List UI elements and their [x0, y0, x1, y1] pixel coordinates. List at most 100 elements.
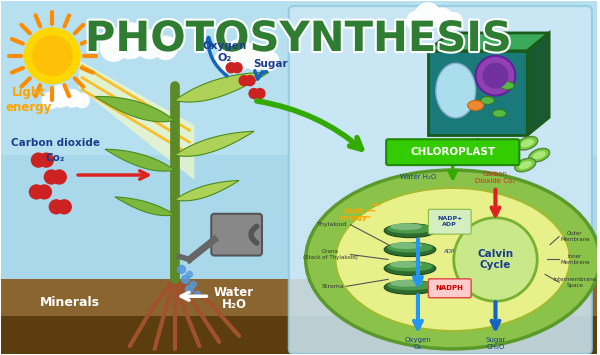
Circle shape: [181, 275, 190, 283]
Circle shape: [259, 51, 278, 70]
Ellipse shape: [390, 242, 422, 249]
Circle shape: [64, 89, 81, 107]
Text: CHLOROPLAST: CHLOROPLAST: [410, 147, 496, 157]
Ellipse shape: [305, 170, 600, 349]
Ellipse shape: [384, 242, 436, 257]
FancyBboxPatch shape: [211, 214, 262, 256]
Text: ADP: ADP: [444, 249, 455, 254]
Circle shape: [407, 11, 426, 31]
Polygon shape: [78, 61, 194, 180]
Circle shape: [75, 93, 89, 108]
FancyBboxPatch shape: [1, 279, 597, 354]
Circle shape: [215, 50, 237, 72]
FancyBboxPatch shape: [289, 6, 592, 354]
Ellipse shape: [335, 188, 570, 331]
Text: Water: Water: [214, 286, 254, 299]
Text: Grana
(Stack of Thylakoid): Grana (Stack of Thylakoid): [303, 249, 358, 260]
Ellipse shape: [517, 136, 538, 150]
Circle shape: [42, 92, 59, 109]
Polygon shape: [95, 97, 175, 122]
Circle shape: [40, 153, 53, 167]
Circle shape: [178, 266, 185, 273]
Ellipse shape: [493, 109, 506, 118]
FancyBboxPatch shape: [1, 1, 597, 155]
Circle shape: [49, 85, 71, 107]
Ellipse shape: [387, 262, 433, 271]
Circle shape: [249, 88, 259, 98]
Ellipse shape: [500, 82, 514, 89]
Text: Light
energy: Light energy: [340, 208, 367, 221]
Polygon shape: [527, 33, 549, 135]
Ellipse shape: [387, 280, 433, 290]
FancyBboxPatch shape: [428, 209, 471, 234]
Circle shape: [37, 185, 52, 199]
Ellipse shape: [387, 224, 433, 234]
Text: Water H₂O: Water H₂O: [400, 174, 436, 180]
Circle shape: [25, 28, 80, 84]
Circle shape: [239, 76, 249, 86]
Ellipse shape: [521, 139, 534, 147]
Text: H₂O: H₂O: [221, 298, 247, 311]
Circle shape: [245, 76, 255, 86]
Ellipse shape: [481, 97, 494, 104]
Ellipse shape: [390, 261, 422, 268]
Circle shape: [232, 63, 242, 73]
FancyBboxPatch shape: [386, 139, 520, 165]
FancyBboxPatch shape: [1, 1, 597, 289]
Text: Sugar: Sugar: [254, 59, 288, 69]
Text: NADPH: NADPH: [436, 285, 464, 291]
Ellipse shape: [436, 63, 476, 118]
Polygon shape: [115, 197, 175, 215]
FancyBboxPatch shape: [1, 316, 597, 354]
Text: Oxygen: Oxygen: [202, 41, 247, 51]
Circle shape: [226, 63, 236, 73]
Ellipse shape: [529, 148, 550, 162]
Circle shape: [523, 43, 539, 59]
Ellipse shape: [384, 262, 436, 275]
Circle shape: [57, 200, 71, 214]
Circle shape: [52, 170, 66, 184]
Circle shape: [135, 30, 164, 59]
Text: Carbon dioxide: Carbon dioxide: [11, 138, 100, 148]
Text: NADP+
ADP: NADP+ ADP: [437, 216, 463, 227]
Ellipse shape: [384, 280, 436, 294]
Circle shape: [29, 185, 43, 199]
Text: Calvin
Cycle: Calvin Cycle: [478, 248, 514, 270]
Polygon shape: [428, 33, 549, 51]
Ellipse shape: [518, 161, 532, 169]
Ellipse shape: [384, 224, 436, 237]
Circle shape: [244, 46, 268, 70]
Text: O₂: O₂: [217, 53, 232, 63]
Circle shape: [185, 285, 193, 293]
Text: Stroma: Stroma: [321, 284, 344, 289]
Circle shape: [190, 281, 196, 287]
Circle shape: [488, 42, 506, 60]
Circle shape: [224, 40, 254, 70]
Circle shape: [432, 8, 452, 29]
Circle shape: [31, 153, 46, 167]
Circle shape: [445, 13, 462, 29]
Circle shape: [100, 34, 127, 61]
Circle shape: [194, 291, 200, 297]
Text: Inner
Membrane: Inner Membrane: [560, 254, 590, 265]
Circle shape: [255, 88, 265, 98]
Ellipse shape: [390, 223, 422, 230]
Circle shape: [32, 36, 72, 76]
Circle shape: [44, 170, 58, 184]
Ellipse shape: [467, 100, 484, 110]
Text: Oxygen
O₂: Oxygen O₂: [404, 338, 431, 350]
Ellipse shape: [533, 151, 546, 159]
Text: Co₂: Co₂: [46, 153, 65, 163]
Text: Minerals: Minerals: [40, 296, 100, 309]
Circle shape: [496, 34, 520, 58]
Circle shape: [511, 39, 530, 58]
FancyBboxPatch shape: [428, 279, 471, 298]
Text: Carbon
Dioxide Co₂: Carbon Dioxide Co₂: [475, 170, 515, 184]
Circle shape: [415, 3, 441, 29]
Ellipse shape: [515, 158, 536, 172]
Text: Outer
Membrane: Outer Membrane: [560, 231, 590, 242]
Circle shape: [482, 63, 508, 88]
Text: Sugar
CH₂O: Sugar CH₂O: [485, 338, 506, 350]
Polygon shape: [105, 149, 175, 171]
Circle shape: [49, 200, 63, 214]
